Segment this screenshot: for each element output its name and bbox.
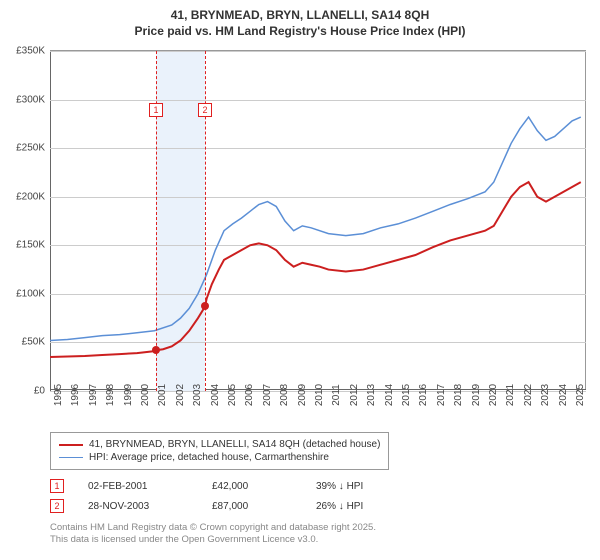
marker-line-2 xyxy=(205,51,206,391)
marker-line-1 xyxy=(156,51,157,391)
y-tick-label: £350K xyxy=(16,46,45,57)
x-tick-label: 2002 xyxy=(175,384,186,406)
x-tick-label: 2012 xyxy=(349,384,360,406)
series-price_paid xyxy=(50,182,581,357)
txn-row-1: 1 02-FEB-2001 £42,000 39% ↓ HPI xyxy=(50,476,416,496)
y-tick-label: £0 xyxy=(34,386,45,397)
x-tick-label: 1995 xyxy=(53,384,64,406)
txn-row-2: 2 28-NOV-2003 £87,000 26% ↓ HPI xyxy=(50,496,416,516)
title-line-1: 41, BRYNMEAD, BRYN, LLANELLI, SA14 8QH xyxy=(0,8,600,24)
x-tick-label: 2019 xyxy=(471,384,482,406)
x-tick-label: 2018 xyxy=(453,384,464,406)
x-tick-label: 2015 xyxy=(401,384,412,406)
footer-line-1: Contains HM Land Registry data © Crown c… xyxy=(50,522,376,534)
txn-diff-1: 39% ↓ HPI xyxy=(316,481,416,492)
x-tick-label: 2022 xyxy=(523,384,534,406)
marker-box-2: 2 xyxy=(198,103,212,117)
txn-marker-2: 2 xyxy=(50,499,64,513)
x-tick-label: 2013 xyxy=(366,384,377,406)
txn-date-2: 28-NOV-2003 xyxy=(88,501,188,512)
title-line-2: Price paid vs. HM Land Registry's House … xyxy=(0,24,600,40)
y-tick-label: £250K xyxy=(16,143,45,154)
legend-swatch-1 xyxy=(59,444,83,446)
x-tick-label: 2014 xyxy=(384,384,395,406)
x-tick-label: 1997 xyxy=(88,384,99,406)
x-tick-label: 2016 xyxy=(418,384,429,406)
x-tick-label: 2000 xyxy=(140,384,151,406)
legend-label-1: 41, BRYNMEAD, BRYN, LLANELLI, SA14 8QH (… xyxy=(89,439,380,450)
y-tick-label: £150K xyxy=(16,240,45,251)
x-tick-label: 2003 xyxy=(192,384,203,406)
x-tick-label: 2004 xyxy=(210,384,221,406)
x-tick-label: 2017 xyxy=(436,384,447,406)
x-tick-label: 2024 xyxy=(558,384,569,406)
series-hpi xyxy=(50,117,581,340)
x-tick-label: 1999 xyxy=(123,384,134,406)
x-tick-label: 2001 xyxy=(157,384,168,406)
transaction-dot-2 xyxy=(201,302,209,310)
x-tick-label: 2005 xyxy=(227,384,238,406)
y-tick-label: £50K xyxy=(22,337,45,348)
txn-marker-1: 1 xyxy=(50,479,64,493)
x-tick-label: 2010 xyxy=(314,384,325,406)
x-tick-label: 2011 xyxy=(331,384,342,406)
marker-box-1: 1 xyxy=(149,103,163,117)
legend-row-1: 41, BRYNMEAD, BRYN, LLANELLI, SA14 8QH (… xyxy=(59,438,380,451)
chart-title-block: 41, BRYNMEAD, BRYN, LLANELLI, SA14 8QH P… xyxy=(0,0,600,39)
y-tick-label: £100K xyxy=(16,288,45,299)
y-tick-label: £300K xyxy=(16,94,45,105)
legend-box: 41, BRYNMEAD, BRYN, LLANELLI, SA14 8QH (… xyxy=(50,432,389,470)
x-tick-label: 2007 xyxy=(262,384,273,406)
txn-price-1: £42,000 xyxy=(212,481,292,492)
x-tick-label: 2021 xyxy=(505,384,516,406)
x-tick-label: 2023 xyxy=(540,384,551,406)
footer-line-2: This data is licensed under the Open Gov… xyxy=(50,534,376,546)
txn-price-2: £87,000 xyxy=(212,501,292,512)
x-tick-label: 1996 xyxy=(70,384,81,406)
transactions-table: 1 02-FEB-2001 £42,000 39% ↓ HPI 2 28-NOV… xyxy=(50,476,416,516)
x-tick-label: 1998 xyxy=(105,384,116,406)
txn-date-1: 02-FEB-2001 xyxy=(88,481,188,492)
y-tick-label: £200K xyxy=(16,191,45,202)
txn-diff-2: 26% ↓ HPI xyxy=(316,501,416,512)
x-tick-label: 2006 xyxy=(244,384,255,406)
transaction-dot-1 xyxy=(152,346,160,354)
chart-area: £0£50K£100K£150K£200K£250K£300K£350K1995… xyxy=(50,50,586,390)
x-tick-label: 2025 xyxy=(575,384,586,406)
footer-attribution: Contains HM Land Registry data © Crown c… xyxy=(50,522,376,547)
legend-swatch-2 xyxy=(59,457,83,458)
legend-label-2: HPI: Average price, detached house, Carm… xyxy=(89,452,329,463)
x-tick-label: 2009 xyxy=(297,384,308,406)
plot-svg xyxy=(50,51,586,391)
legend-row-2: HPI: Average price, detached house, Carm… xyxy=(59,451,380,464)
x-tick-label: 2008 xyxy=(279,384,290,406)
x-tick-label: 2020 xyxy=(488,384,499,406)
